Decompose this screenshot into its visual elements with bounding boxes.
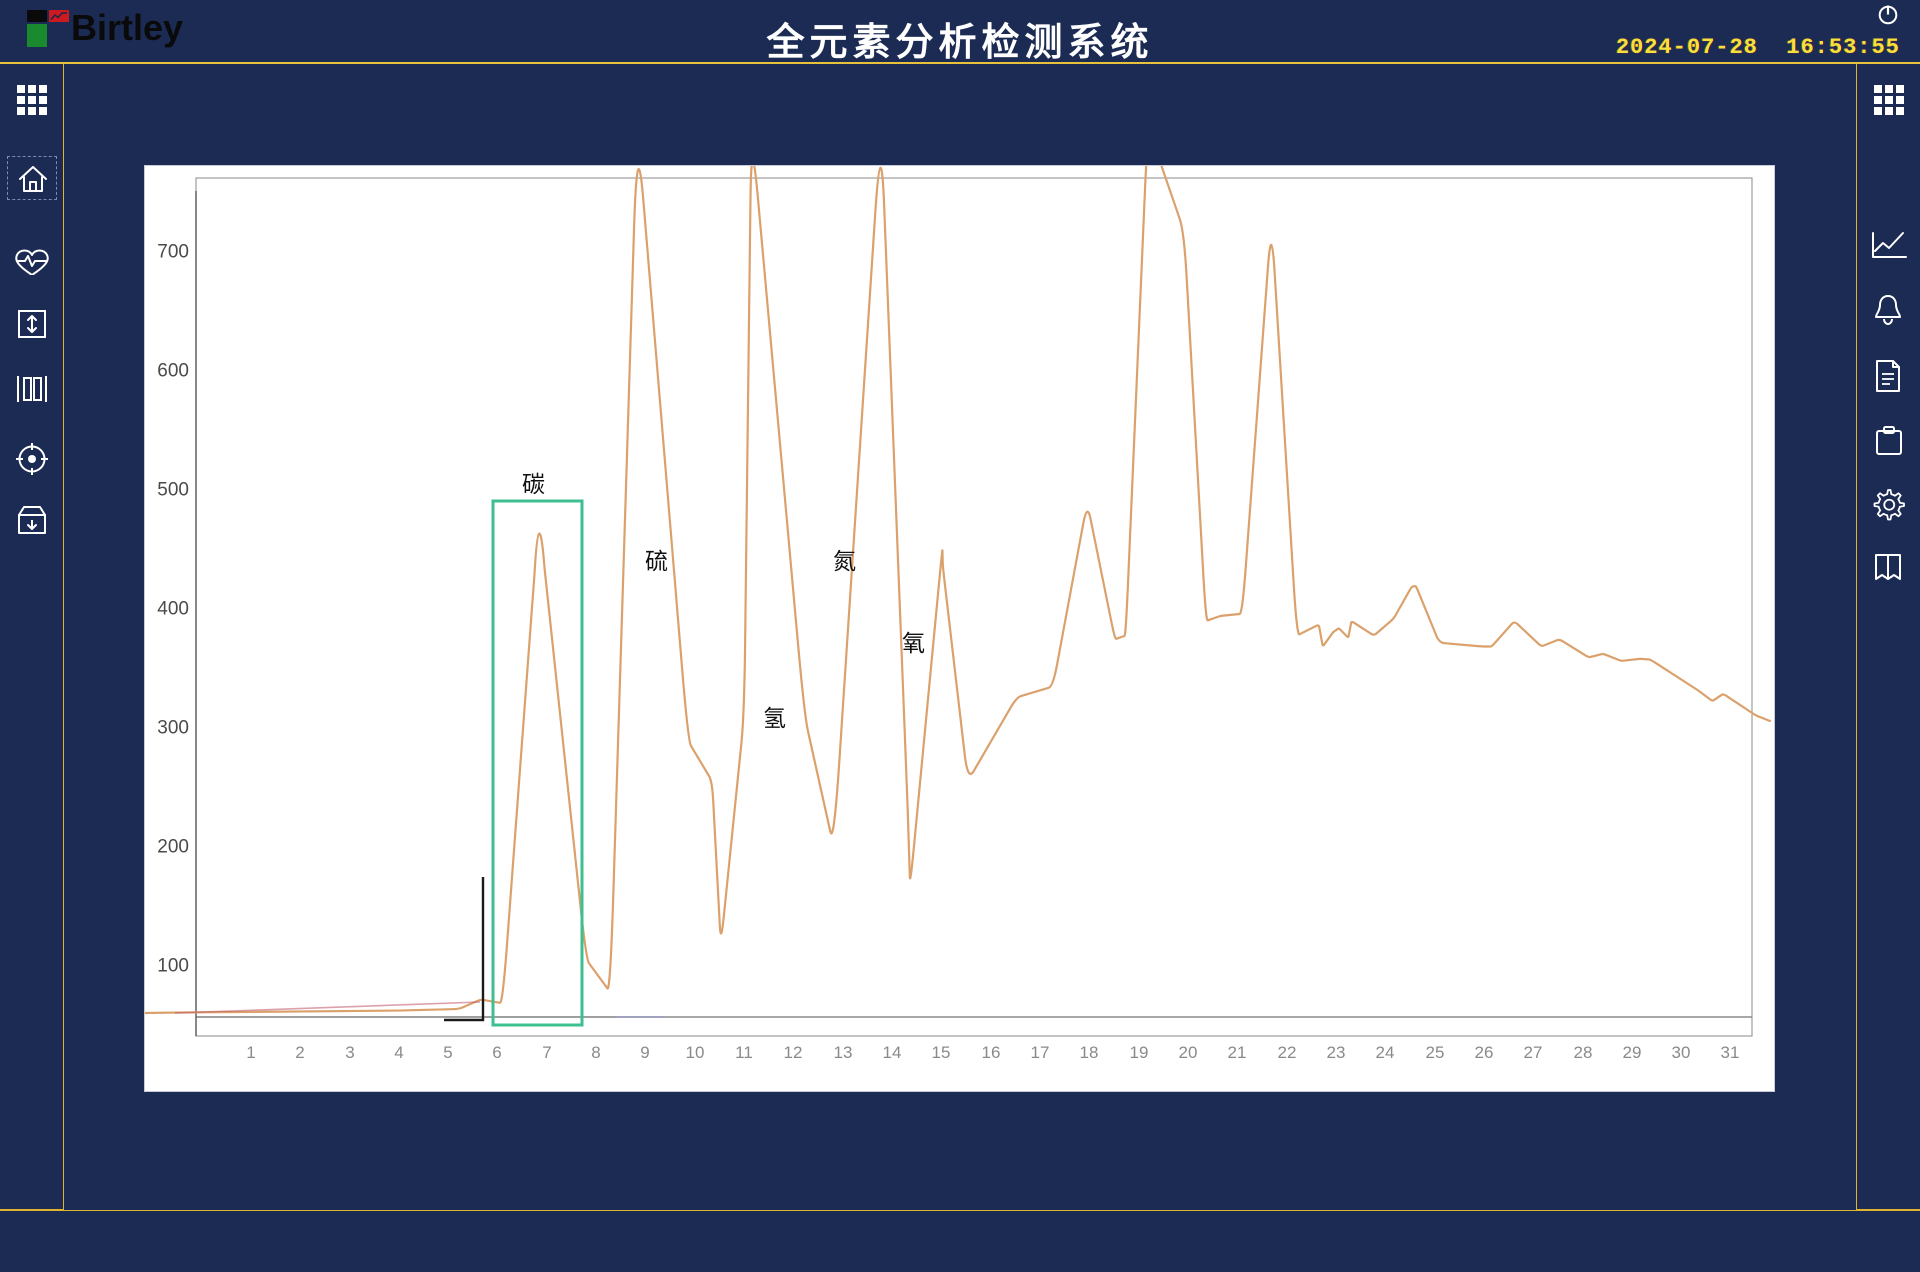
- svg-text:16: 16: [982, 1043, 1001, 1062]
- svg-text:氮: 氮: [833, 548, 856, 574]
- svg-text:30: 30: [1672, 1043, 1691, 1062]
- svg-text:10: 10: [686, 1043, 705, 1062]
- svg-text:2: 2: [295, 1043, 304, 1062]
- svg-text:14: 14: [883, 1043, 902, 1062]
- svg-text:4: 4: [394, 1043, 403, 1062]
- svg-text:22: 22: [1278, 1043, 1297, 1062]
- svg-text:700: 700: [157, 242, 189, 263]
- svg-text:8: 8: [591, 1043, 600, 1062]
- svg-text:23: 23: [1327, 1043, 1346, 1062]
- svg-text:7: 7: [542, 1043, 551, 1062]
- svg-text:13: 13: [834, 1043, 853, 1062]
- svg-text:3: 3: [345, 1043, 354, 1062]
- svg-text:9: 9: [640, 1043, 649, 1062]
- svg-text:28: 28: [1574, 1043, 1593, 1062]
- svg-text:29: 29: [1623, 1043, 1642, 1062]
- svg-text:15: 15: [932, 1043, 951, 1062]
- svg-text:18: 18: [1080, 1043, 1099, 1062]
- svg-text:500: 500: [157, 480, 189, 501]
- svg-text:26: 26: [1475, 1043, 1494, 1062]
- svg-text:17: 17: [1031, 1043, 1050, 1062]
- svg-text:6: 6: [492, 1043, 501, 1062]
- svg-text:硫: 硫: [645, 548, 668, 574]
- svg-text:12: 12: [784, 1043, 803, 1062]
- svg-text:600: 600: [157, 361, 189, 382]
- svg-text:氢: 氢: [763, 705, 786, 731]
- svg-text:25: 25: [1426, 1043, 1445, 1062]
- svg-text:5: 5: [443, 1043, 452, 1062]
- svg-text:1: 1: [246, 1043, 255, 1062]
- svg-text:20: 20: [1179, 1043, 1198, 1062]
- svg-text:21: 21: [1228, 1043, 1247, 1062]
- svg-text:31: 31: [1721, 1043, 1740, 1062]
- svg-text:27: 27: [1524, 1043, 1543, 1062]
- svg-text:400: 400: [157, 599, 189, 620]
- svg-text:200: 200: [157, 837, 189, 858]
- svg-text:100: 100: [157, 956, 189, 977]
- svg-text:19: 19: [1130, 1043, 1149, 1062]
- svg-text:11: 11: [735, 1043, 753, 1062]
- svg-text:300: 300: [157, 718, 189, 739]
- svg-text:碳: 碳: [522, 471, 545, 497]
- svg-text:24: 24: [1376, 1043, 1395, 1062]
- svg-text:氧: 氧: [902, 630, 925, 656]
